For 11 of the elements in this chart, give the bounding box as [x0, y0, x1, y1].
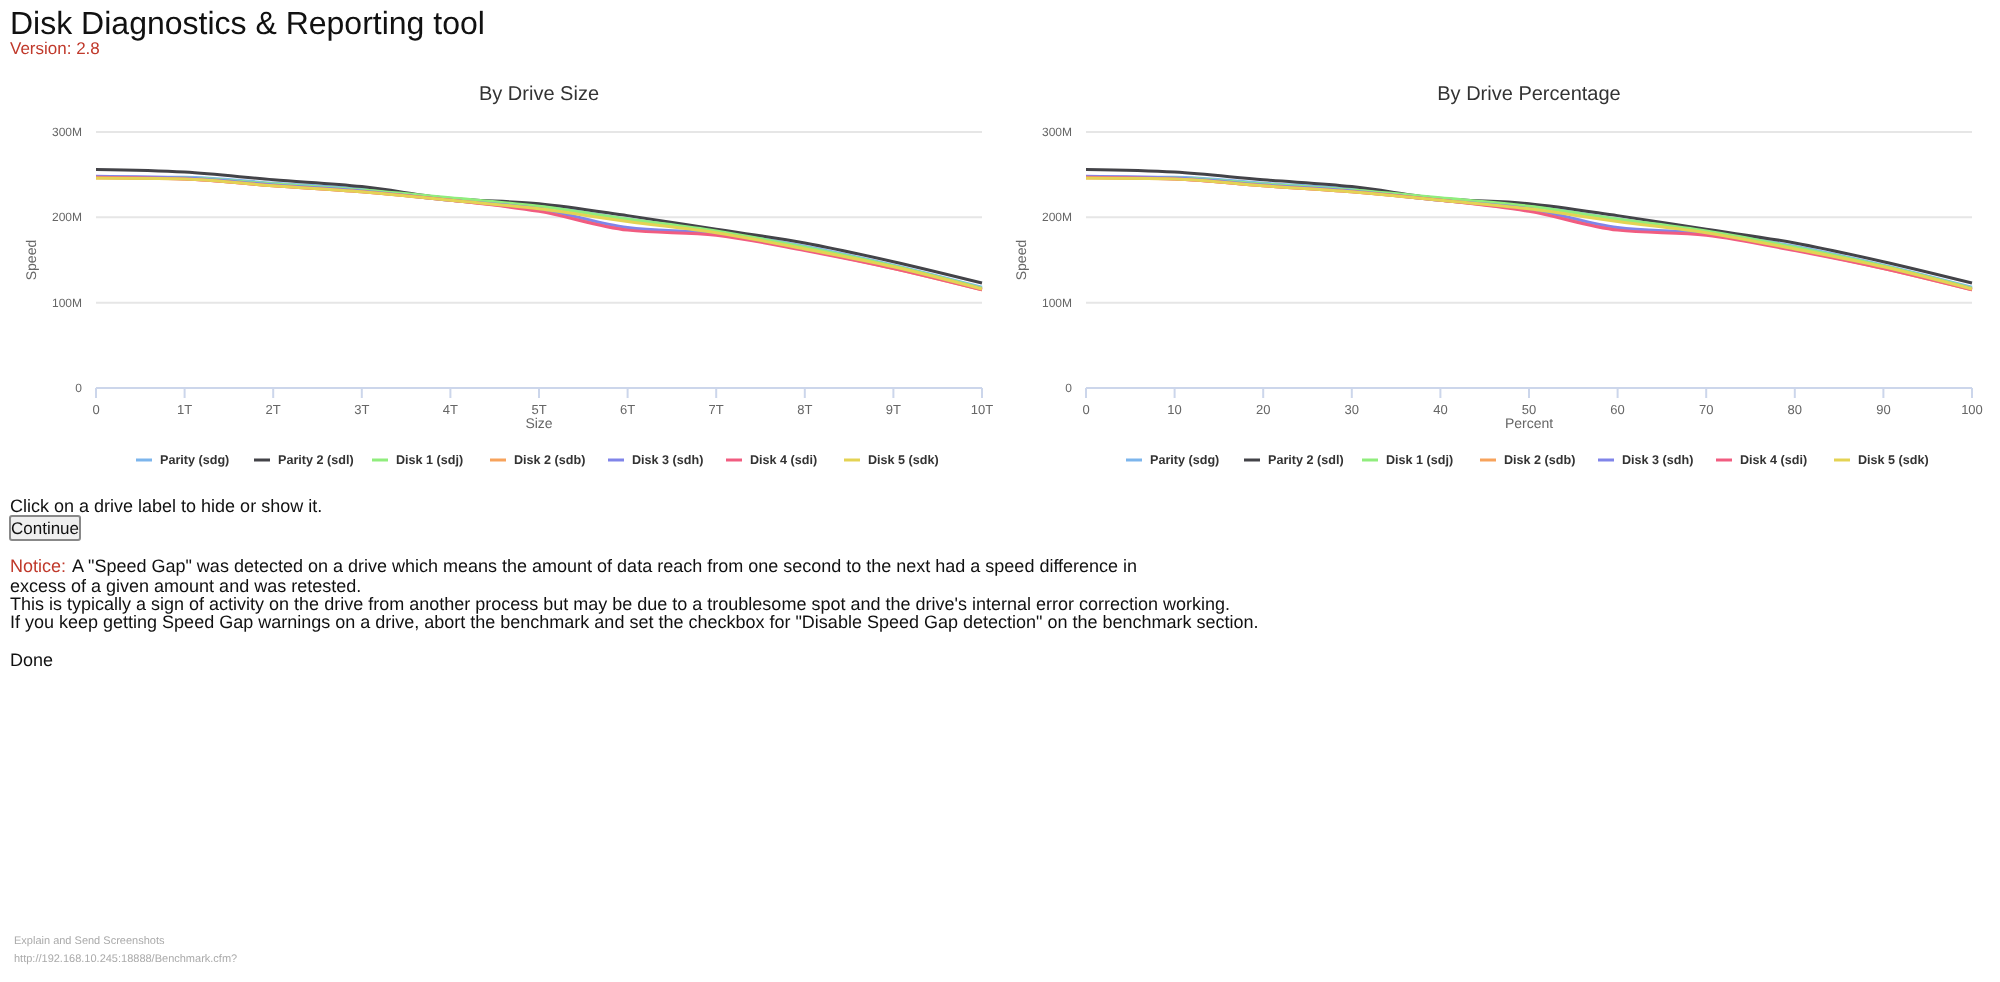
- text: Notice:: [10, 556, 67, 576]
- text: Disk Diagnostics & Reporting tool: [10, 8, 485, 42]
- text: Click on a drive label to hide or show it.: [10, 496, 323, 516]
- chart-title: By Drive Percentage: [1437, 84, 1622, 106]
- text: This is typically a sign of activity on the drive from another process but may be due to a troublesome spot and the drive's internal error correction working.: [10, 594, 1231, 614]
- text: Done: [10, 650, 54, 670]
- text: A "Speed Gap" was detected on a drive which means the amount of data reach from one second to the next had a speed difference in: [72, 556, 1138, 576]
- text: excess of a given amount and was retested.: [10, 576, 362, 596]
- text: Version: 2.8: [10, 38, 101, 58]
- chart-title: By Drive Size: [478, 84, 600, 106]
- text: If you keep getting Speed Gap warnings on a drive, abort the benchmark and set the checkbox for "Disable Speed Gap detection" on the benchmark section.: [10, 612, 1259, 632]
